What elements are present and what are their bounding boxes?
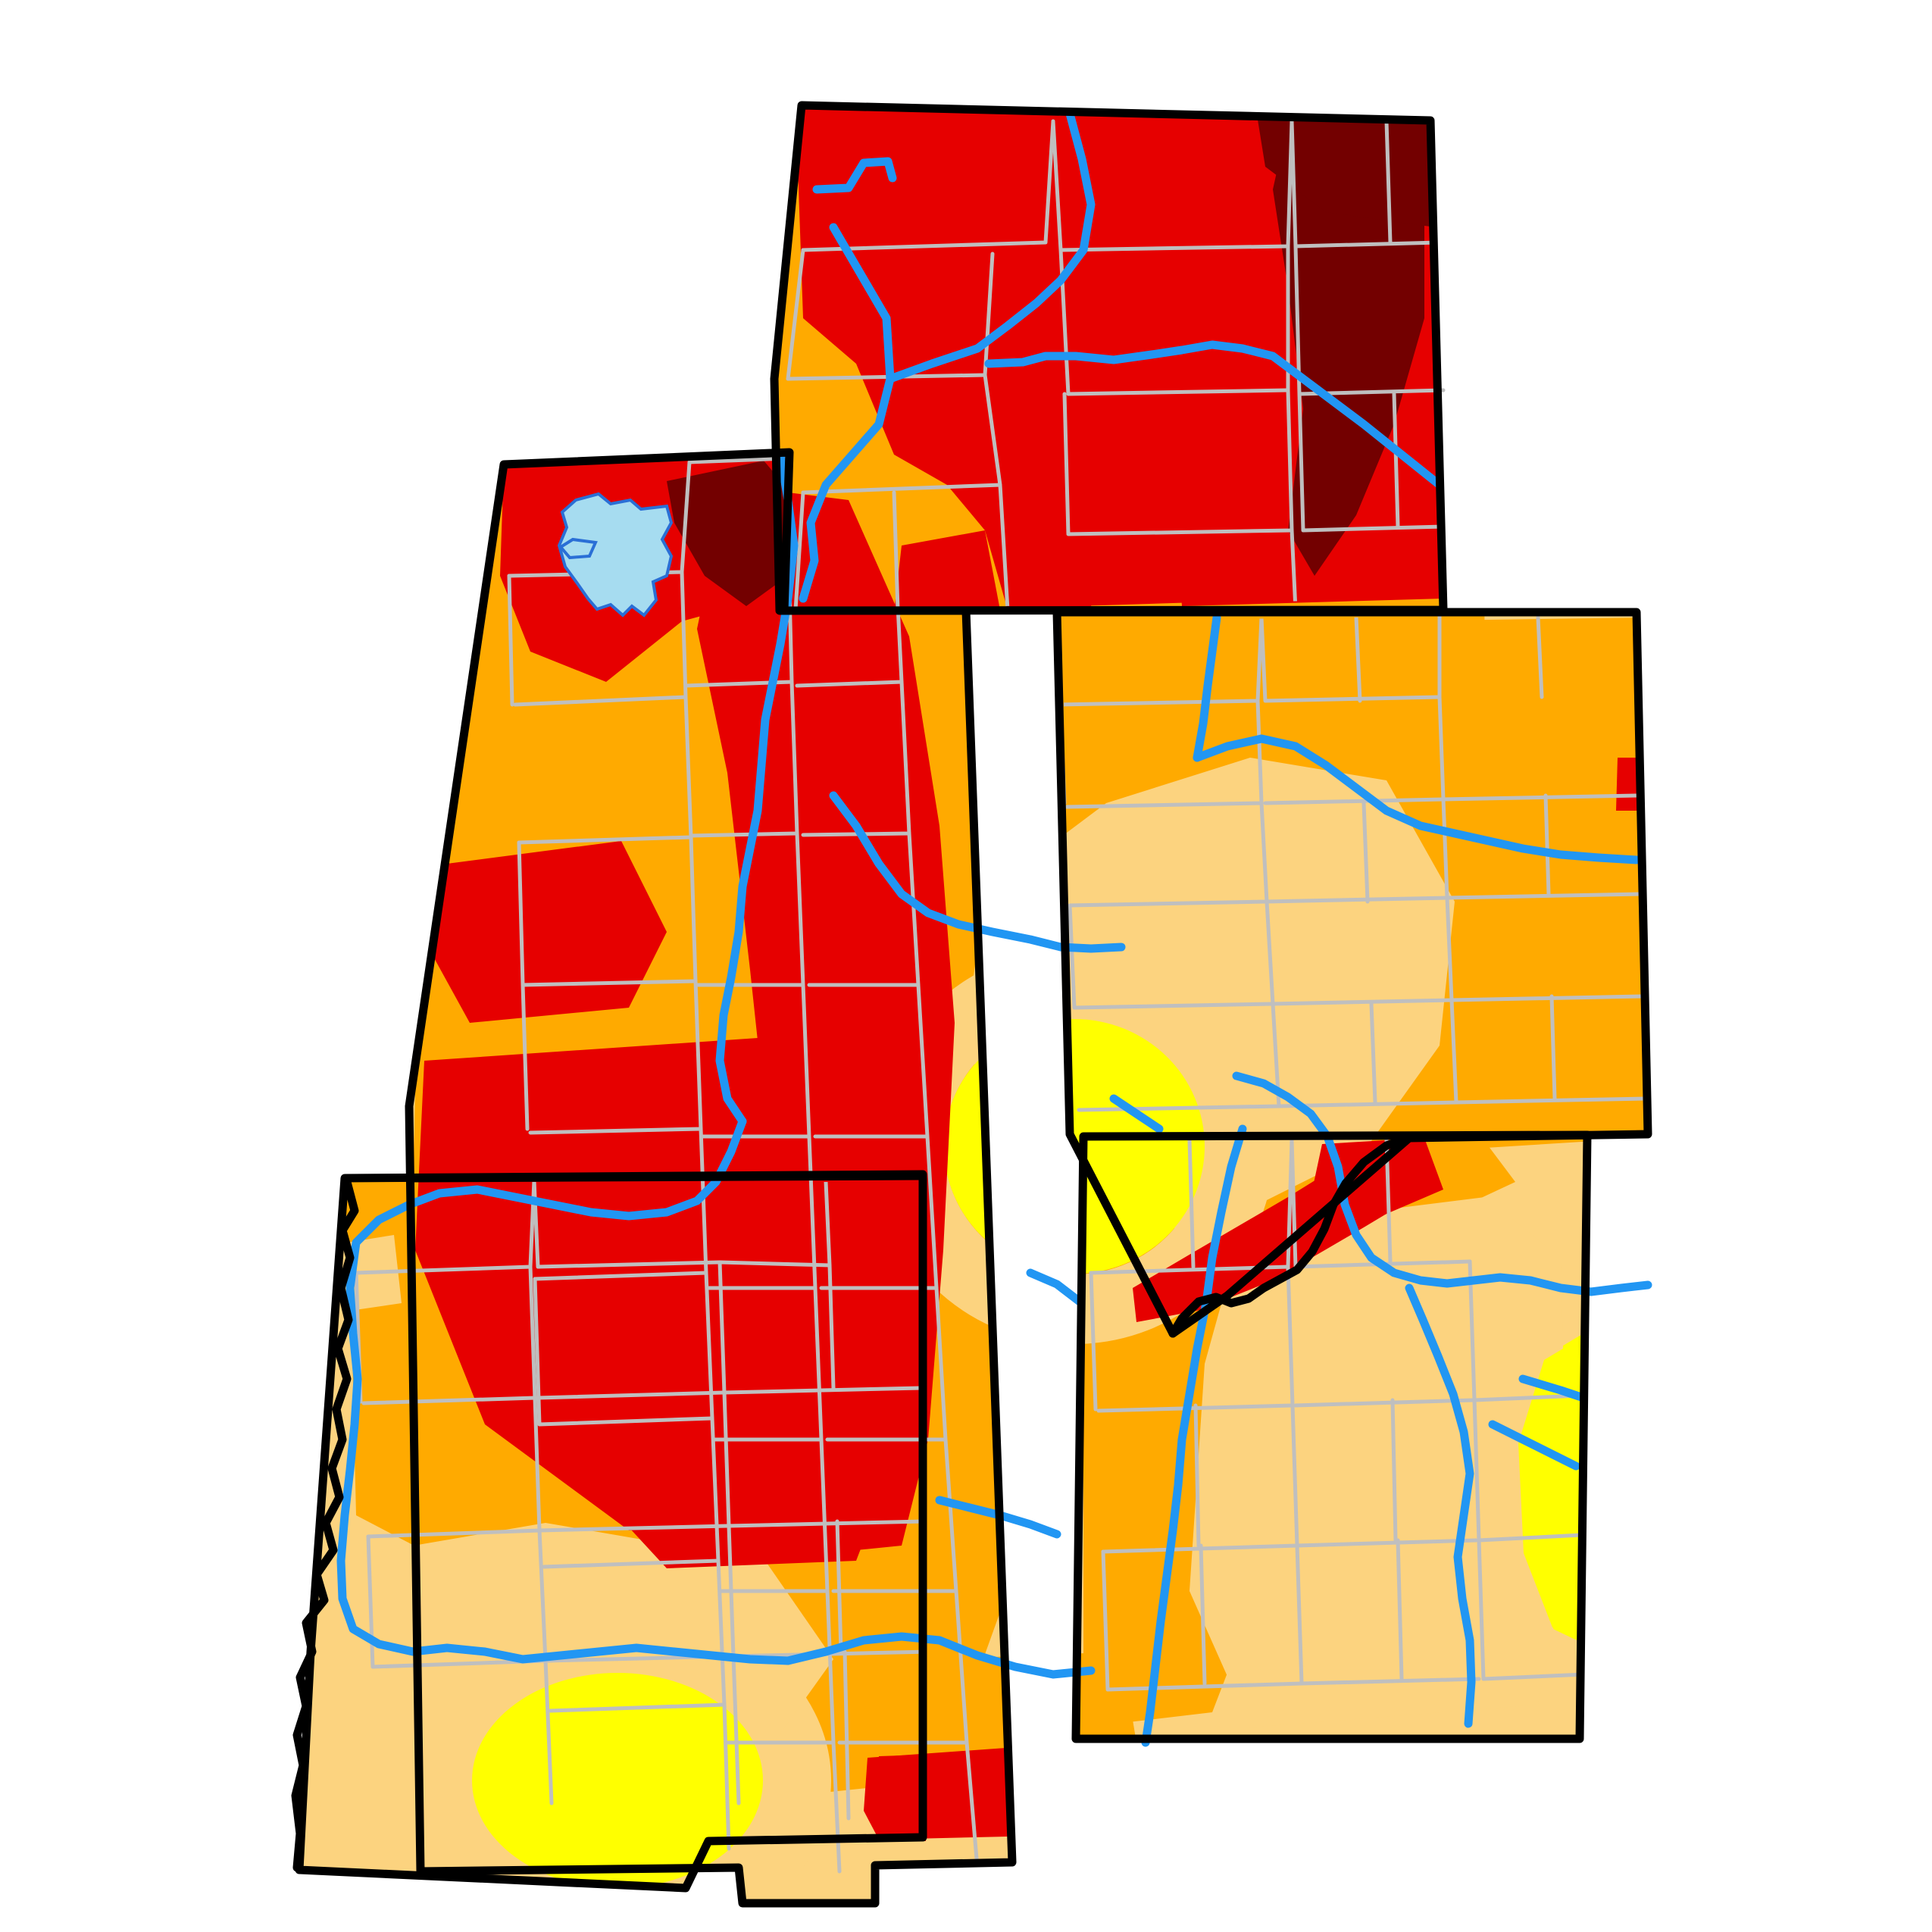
river-canadian-lower: [1488, 1420, 1580, 1471]
river-green: [715, 450, 799, 1126]
state-border-arizona-river: [291, 1177, 359, 1872]
river-south-platte: [1193, 734, 1641, 864]
river-pecos: [1405, 1283, 1476, 1728]
state-border-utah: [405, 448, 1017, 1908]
state-border-newmexico-colorado: [1168, 1133, 1414, 1338]
river-network: [336, 109, 1652, 1747]
river-colorado-upper: [829, 791, 1126, 953]
river-arkansas: [1232, 1071, 1652, 1296]
great-salt-lake: [557, 492, 674, 617]
river-colorado-gila: [336, 1200, 792, 1665]
river-rio-grande: [1141, 1124, 1247, 1747]
river-north-platte: [984, 340, 1444, 489]
river-tributary-co: [1109, 1094, 1164, 1133]
river-gunnison: [1026, 1268, 1084, 1306]
state-border-newmexico: [1071, 1130, 1592, 1743]
river-wind: [886, 109, 1096, 383]
drought-class-D4-region: [667, 120, 1436, 606]
state-border-utah-arizona: [408, 1171, 927, 1183]
state-border-arizona: [295, 1170, 927, 1893]
river-gila: [783, 1632, 1096, 1679]
river-cache-la-poudre: [1193, 613, 1221, 762]
river-bighorn-south: [799, 223, 895, 603]
river-canadian-upper: [1518, 1374, 1588, 1402]
state-boundaries: [295, 101, 1652, 1908]
river-bighorn: [812, 157, 897, 194]
